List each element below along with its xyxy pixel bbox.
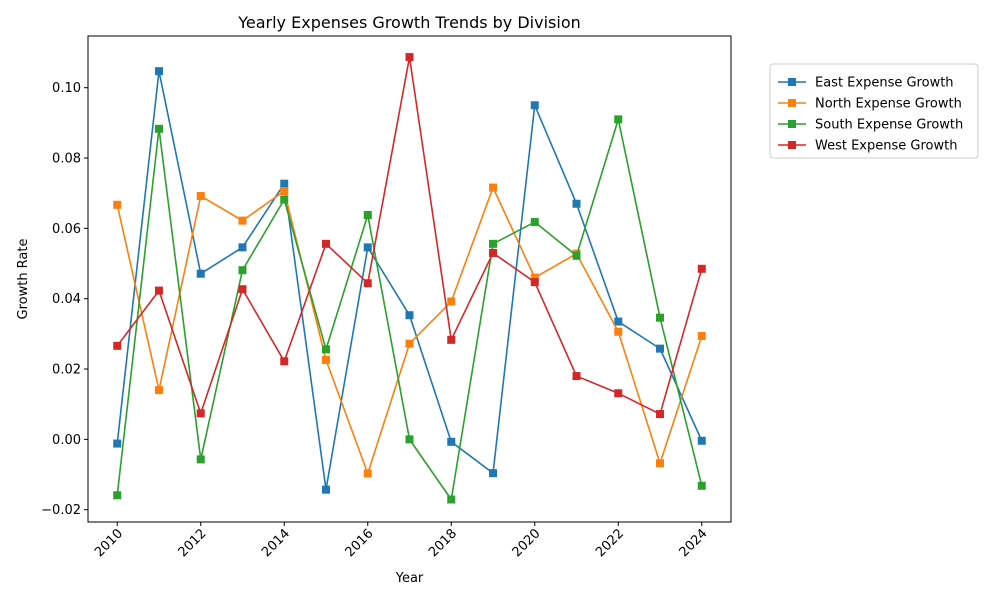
east-expense-growth-point (321, 485, 330, 494)
axes-frame (87, 35, 732, 523)
south-expense-growth-point (321, 345, 330, 354)
west-expense-growth-point (405, 53, 414, 62)
legend: East Expense Growth North Expense Growth S… (769, 63, 979, 159)
south-expense-growth-point (113, 491, 122, 500)
south-expense-growth-point (447, 495, 456, 504)
north-expense-growth-line (116, 186, 703, 475)
y-tick-label: −0.02 (41, 503, 81, 518)
x-tick-label: 2012 (176, 526, 210, 560)
south-expense-growth-point (572, 251, 581, 260)
east-expense-growth-point (656, 344, 665, 353)
east-expense-growth-point (697, 436, 706, 445)
y-tick-label: 0.02 (52, 363, 81, 378)
east-expense-growth-point (489, 469, 498, 478)
west-expense-growth-point (321, 239, 330, 248)
west-expense-growth-point (280, 357, 289, 366)
east-expense-growth-legend-marker (788, 78, 796, 86)
north-expense-growth-point (363, 469, 372, 478)
north-expense-growth-point (405, 339, 414, 348)
south-expense-growth-legend-marker (788, 120, 796, 128)
east-expense-growth-point (154, 67, 163, 76)
east-expense-growth-point (530, 101, 539, 110)
chart-title: Yearly Expenses Growth Trends by Divisio… (237, 13, 581, 32)
y-tick-label: 0.08 (52, 152, 81, 167)
north-expense-growth-point (614, 327, 623, 336)
south-expense-growth-point (489, 239, 498, 248)
north-expense-growth-point (530, 273, 539, 282)
north-expense-growth-point (489, 183, 498, 192)
south-expense-growth-point (280, 195, 289, 204)
east-expense-growth-point (363, 243, 372, 252)
east-expense-growth-legend-label: East Expense Growth (815, 76, 954, 91)
north-expense-growth-legend-label: North Expense Growth (815, 97, 962, 112)
y-tick-label: 0.00 (52, 433, 81, 448)
west-expense-growth-point (196, 409, 205, 418)
y-tick-label: 0.06 (52, 222, 81, 237)
north-expense-growth-point (154, 386, 163, 395)
west-expense-growth-legend-marker (788, 141, 796, 149)
plot-area: 2010 2012 2014 2016 2018 2020 2022 2024 −0.02 0.0… (41, 35, 732, 560)
north-expense-growth-point (321, 355, 330, 364)
south-expense-growth-point (614, 115, 623, 124)
south-expense-growth-point (405, 435, 414, 444)
x-tick-label: 2022 (593, 526, 627, 560)
east-expense-growth-point (447, 437, 456, 446)
east-expense-growth-point (280, 179, 289, 188)
east-expense-growth-point (113, 439, 122, 448)
west-expense-growth-point (154, 286, 163, 295)
west-expense-growth-legend-label: West Expense Growth (815, 139, 957, 154)
south-expense-growth-point (363, 210, 372, 219)
west-expense-growth-point (530, 278, 539, 287)
west-expense-growth-point (489, 248, 498, 257)
north-expense-growth-point (656, 459, 665, 468)
x-tick-label: 2014 (259, 526, 293, 560)
x-tick-label: 2010 (92, 526, 126, 560)
east-expense-growth-point (614, 317, 623, 326)
y-tick-label: 0.10 (52, 81, 81, 96)
x-tick-label: 2024 (677, 526, 711, 560)
west-expense-growth-point (656, 410, 665, 419)
north-expense-growth-legend-marker (788, 99, 796, 107)
legend-box (769, 63, 979, 159)
east-expense-growth-point (196, 269, 205, 278)
south-expense-growth-point (656, 313, 665, 322)
west-expense-growth-point (614, 389, 623, 398)
x-tick-label: 2016 (343, 526, 377, 560)
east-expense-growth-point (405, 311, 414, 320)
west-expense-growth-point (113, 341, 122, 350)
east-expense-growth-point (572, 199, 581, 208)
x-tick-label: 2020 (510, 526, 544, 560)
y-axis-title: Growth Rate (16, 239, 31, 320)
x-axis-title: Year (395, 571, 424, 586)
west-expense-growth-point (238, 285, 247, 294)
south-expense-growth-point (530, 218, 539, 227)
x-tick-label: 2018 (426, 526, 460, 560)
west-expense-growth-point (447, 335, 456, 344)
south-expense-growth-point (697, 481, 706, 490)
west-expense-growth-point (572, 372, 581, 381)
north-expense-growth-point (196, 192, 205, 201)
east-expense-growth-point (238, 243, 247, 252)
west-expense-growth-point (363, 279, 372, 288)
south-expense-growth-point (238, 266, 247, 275)
north-expense-growth-point (447, 297, 456, 306)
south-expense-growth-legend-label: South Expense Growth (815, 118, 963, 133)
north-expense-growth-point (280, 187, 289, 196)
north-expense-growth-point (697, 331, 706, 340)
south-expense-growth-point (196, 455, 205, 464)
west-expense-growth-line (116, 56, 703, 415)
north-expense-growth-point (113, 200, 122, 209)
north-expense-growth-point (238, 216, 247, 225)
west-expense-growth-point (697, 264, 706, 273)
south-expense-growth-point (154, 124, 163, 133)
y-tick-label: 0.04 (52, 292, 81, 307)
